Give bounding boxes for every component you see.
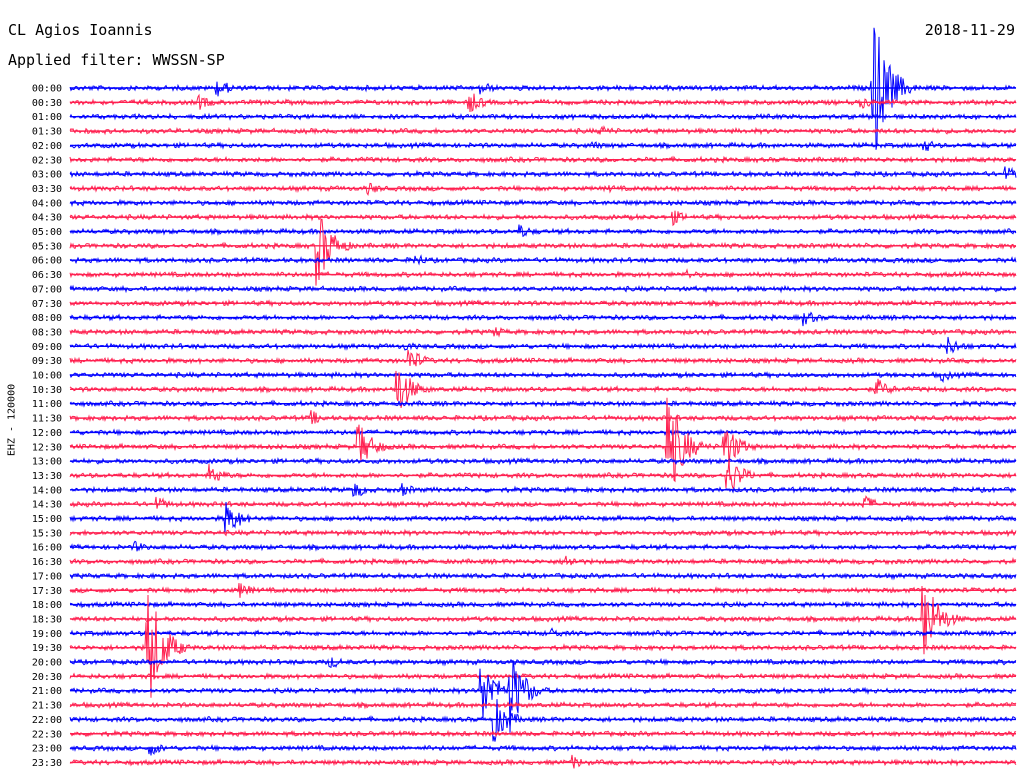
trace-line — [69, 224, 1017, 238]
row-time-label: 15:30 — [32, 528, 62, 539]
row-time-label: 06:00 — [32, 256, 62, 267]
row-time-label: 02:00 — [32, 141, 62, 152]
row-time-label: 08:30 — [32, 327, 62, 338]
trace-line — [69, 456, 1017, 466]
row-time-label: 23:30 — [32, 758, 62, 769]
row-time-label: 10:30 — [32, 385, 62, 396]
row-time-label: 03:30 — [32, 184, 62, 195]
row-time-label: 07:30 — [32, 299, 62, 310]
trace-line — [69, 268, 1017, 279]
row-time-label: 10:00 — [32, 371, 62, 382]
row-time-label: 18:30 — [32, 614, 62, 625]
trace-line — [69, 311, 1017, 327]
trace-line — [69, 540, 1017, 552]
row-time-label: 11:30 — [32, 414, 62, 425]
row-time-label: 13:00 — [32, 457, 62, 468]
trace-line — [69, 754, 1017, 769]
filter-label: Applied filter: WWSSN-SP — [8, 51, 225, 69]
trace-line — [69, 210, 1017, 227]
row-time-label: 12:00 — [32, 428, 62, 439]
date-label: 2018-11-29 — [924, 21, 1015, 39]
trace-line — [69, 140, 1017, 152]
row-time-label: 16:00 — [32, 543, 62, 554]
trace-line — [69, 410, 1017, 425]
row-time-label: 13:30 — [32, 471, 62, 482]
row-time-label: 04:00 — [32, 198, 62, 209]
trace-line — [69, 528, 1017, 538]
trace-line — [69, 594, 1017, 698]
row-time-label: 18:00 — [32, 600, 62, 611]
row-time-label: 07:00 — [32, 284, 62, 295]
trace-line — [69, 397, 1017, 483]
row-time-label: 08:00 — [32, 313, 62, 324]
trace-line — [69, 627, 1017, 638]
row-time-label: 22:00 — [32, 715, 62, 726]
trace-line — [69, 699, 1017, 742]
trace-line — [69, 336, 1017, 354]
trace-line — [69, 660, 1017, 734]
row-time-label: 09:30 — [32, 356, 62, 367]
row-time-label: 00:00 — [32, 84, 62, 95]
row-time-label: 03:00 — [32, 170, 62, 181]
row-time-label: 14:00 — [32, 485, 62, 496]
trace-line — [69, 326, 1017, 338]
row-time-label: 11:00 — [32, 399, 62, 410]
row-time-label: 09:00 — [32, 342, 62, 353]
row-time-label: 19:00 — [32, 629, 62, 640]
row-time-label: 16:30 — [32, 557, 62, 568]
trace-line — [69, 600, 1017, 610]
trace-line — [69, 585, 1017, 655]
trace-line — [69, 459, 1017, 490]
row-time-label: 19:30 — [32, 643, 62, 654]
trace-line — [69, 166, 1017, 179]
row-time-label: 23:00 — [32, 744, 62, 755]
row-time-label: 21:00 — [32, 686, 62, 697]
row-time-label: 06:30 — [32, 270, 62, 281]
trace-line — [69, 501, 1017, 534]
row-time-label: 21:30 — [32, 701, 62, 712]
row-time-label: 20:30 — [32, 672, 62, 683]
row-time-label: 02:30 — [32, 155, 62, 166]
trace-line — [69, 370, 1017, 384]
row-time-label: 04:30 — [32, 213, 62, 224]
trace-line — [69, 555, 1017, 566]
trace-line — [69, 743, 1017, 756]
row-time-label: 20:00 — [32, 658, 62, 669]
row-time-label: 17:00 — [32, 571, 62, 582]
row-time-label: 14:30 — [32, 500, 62, 511]
trace-line — [69, 350, 1017, 367]
trace-line — [69, 672, 1017, 681]
row-time-label: 00:30 — [32, 98, 62, 109]
row-time-label: 12:30 — [32, 442, 62, 453]
row-time-label: 17:30 — [32, 586, 62, 597]
trace-line — [69, 495, 1017, 509]
row-time-label: 15:00 — [32, 514, 62, 525]
station-title: CL Agios Ioannis — [8, 21, 153, 39]
row-time-label: 22:30 — [32, 729, 62, 740]
row-time-label: 01:00 — [32, 112, 62, 123]
row-time-label: 05:00 — [32, 227, 62, 238]
row-time-label: 05:30 — [32, 241, 62, 252]
row-time-label: 01:30 — [32, 127, 62, 138]
